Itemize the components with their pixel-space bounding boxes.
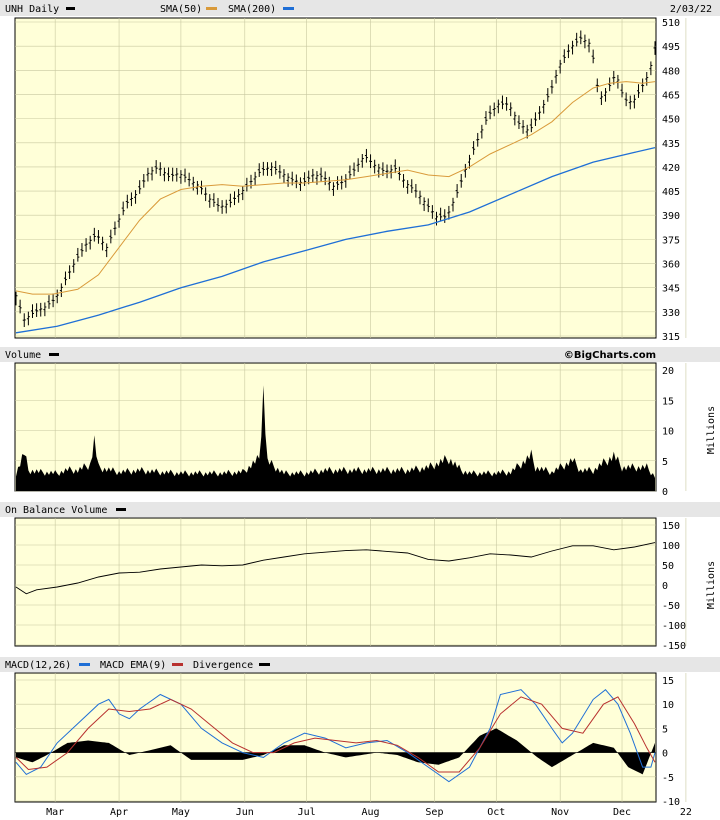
volume-header-bar [0, 347, 720, 362]
sma50-legend-label: SMA(50) [160, 4, 202, 15]
obv-line [15, 542, 656, 595]
macd-y-tick-label: 5 [662, 724, 668, 735]
macd-line [15, 689, 656, 783]
obv-y-tick-label: 0 [662, 581, 668, 592]
macd-ema-line [15, 696, 656, 773]
volume-y-tick-label: 0 [662, 487, 668, 498]
macd-ema-legend-label: MACD EMA(9) [100, 660, 166, 671]
price-y-tick-label: 435 [662, 139, 680, 150]
macd-legend-swatch [79, 663, 90, 666]
price-y-tick-label: 480 [662, 66, 680, 77]
x-tick-label: Mar [46, 807, 64, 818]
divergence-legend-swatch [259, 663, 270, 666]
price-y-tick-label: 465 [662, 90, 680, 101]
obv-y-tick-label: -50 [662, 601, 680, 612]
price-y-tick-label: 330 [662, 308, 680, 319]
x-tick-label: May [172, 807, 190, 818]
macd-y-tick-label: 10 [662, 700, 674, 711]
price-title-swatch [66, 7, 75, 10]
volume-title: Volume [5, 350, 41, 361]
price-y-tick-label: 345 [662, 284, 680, 295]
divergence-area [16, 728, 655, 775]
price-y-tick-label: 420 [662, 163, 680, 174]
volume-title-swatch [49, 353, 59, 356]
sma200-legend-swatch [283, 7, 294, 10]
bigcharts-brand: ©BigCharts.com [564, 350, 656, 361]
price-y-tick-label: 375 [662, 235, 680, 246]
obv-y-tick-label: 150 [662, 521, 680, 532]
obv-y-tick-label: 50 [662, 561, 674, 572]
x-tick-label: Sep [425, 807, 443, 818]
price-y-tick-label: 510 [662, 18, 680, 29]
obv-title: On Balance Volume [5, 505, 107, 516]
chart-date-label: 2/03/22 [670, 4, 712, 15]
sma200-line [15, 146, 656, 334]
obv-y-tick-label: -150 [662, 641, 686, 652]
macd-header-bar [0, 657, 720, 672]
macd-y-tick-label: -10 [662, 797, 680, 808]
x-tick-label: Oct [487, 807, 505, 818]
divergence-legend-label: Divergence [193, 660, 253, 671]
obv-panel [14, 517, 657, 647]
price-y-tick-label: 450 [662, 115, 680, 126]
obv-title-swatch [116, 508, 126, 511]
volume-y-tick-label: 5 [662, 457, 668, 468]
x-tick-label: Nov [551, 807, 569, 818]
price-chart-title: UNH Daily [5, 4, 59, 15]
x-tick-label: Jul [298, 807, 316, 818]
x-tick-label: Aug [362, 807, 380, 818]
macd-ema-legend-swatch [172, 663, 183, 666]
price-y-tick-label: 315 [662, 332, 680, 343]
obv-y-tick-label: -100 [662, 621, 686, 632]
volume-y-tick-label: 15 [662, 396, 674, 407]
price-y-tick-label: 405 [662, 187, 680, 198]
price-y-tick-label: 360 [662, 260, 680, 271]
x-tick-label: Jun [236, 807, 254, 818]
x-tick-label: Apr [110, 807, 128, 818]
sma200-legend-label: SMA(200) [228, 4, 276, 15]
price-y-tick-label: 495 [662, 42, 680, 53]
obv-unit-label: Millions [706, 561, 717, 609]
x-tick-label: 22 [680, 807, 692, 818]
price-header-bar [0, 0, 720, 16]
volume-area [16, 385, 655, 491]
volume-unit-label: Millions [706, 406, 717, 454]
obv-y-tick-label: 100 [662, 541, 680, 552]
volume-y-tick-label: 20 [662, 366, 674, 377]
sma50-line [15, 81, 656, 295]
x-tick-label: Dec [613, 807, 631, 818]
obv-header-bar [0, 502, 720, 517]
macd-legend-label: MACD(12,26) [5, 660, 71, 671]
macd-y-tick-label: -5 [662, 773, 674, 784]
volume-y-tick-label: 10 [662, 427, 674, 438]
sma50-legend-swatch [206, 7, 217, 10]
macd-y-tick-label: 15 [662, 676, 674, 687]
macd-y-tick-label: 0 [662, 749, 668, 760]
macd-panel [14, 672, 657, 803]
price-y-tick-label: 390 [662, 211, 680, 222]
